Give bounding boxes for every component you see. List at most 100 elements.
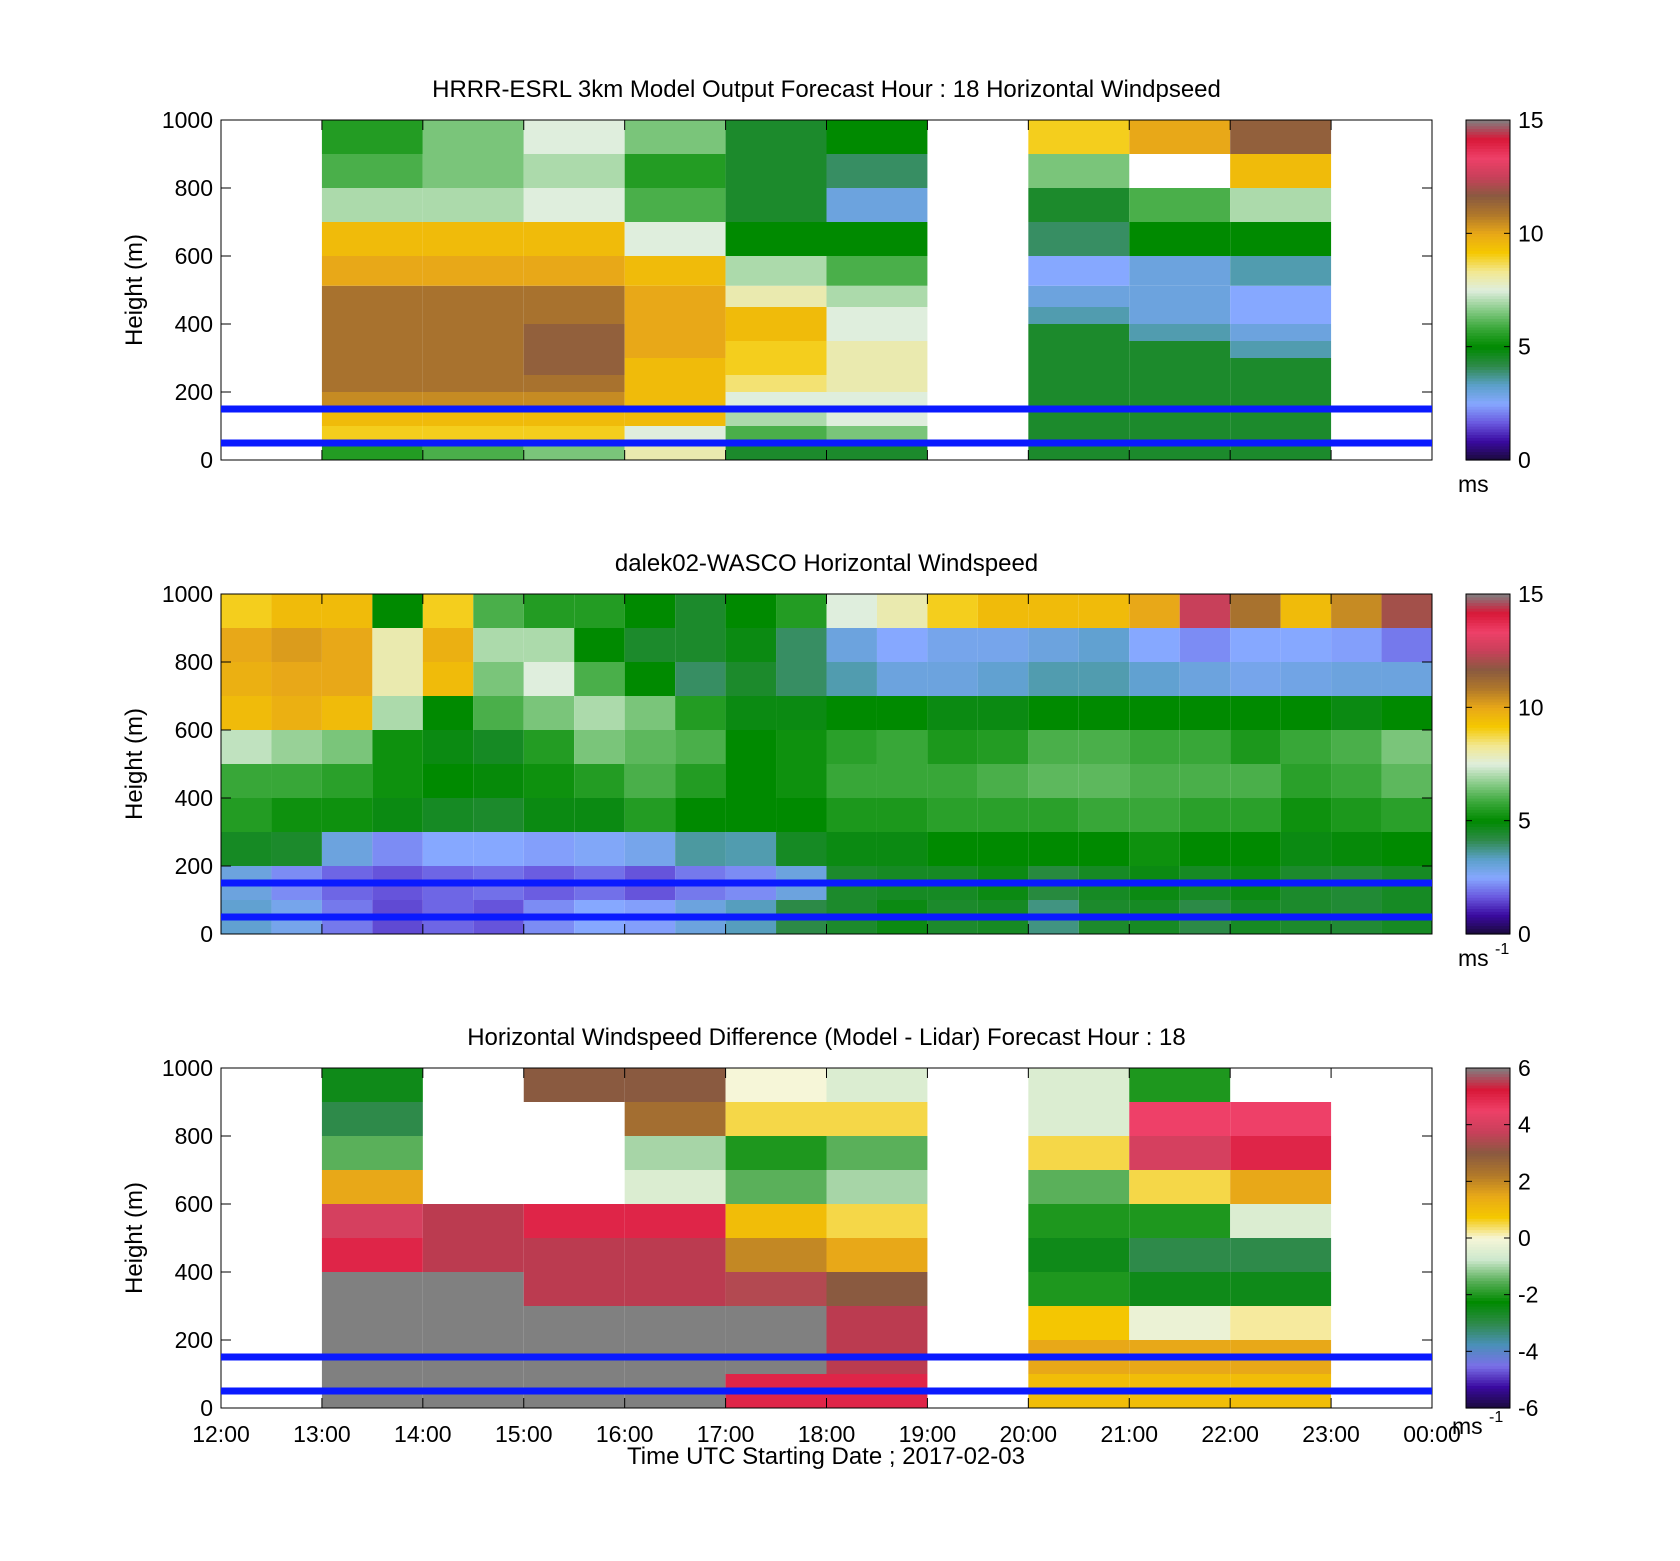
colorbar-segment [1466, 1382, 1510, 1386]
colorbar-segment [1466, 1294, 1510, 1299]
colorbar-segment [1466, 312, 1510, 317]
colorbar-segment [1466, 1116, 1510, 1120]
heatmap-cell [725, 764, 777, 798]
colorbar-segment [1466, 1184, 1510, 1188]
heatmap-cell [624, 1102, 726, 1136]
heatmap-cell [1028, 594, 1079, 628]
colorbar-segment [1466, 287, 1510, 291]
colorbar-segment [1466, 281, 1510, 285]
colorbar-segment [1466, 1119, 1510, 1123]
colorbar-segment [1466, 1229, 1510, 1233]
heatmap-cell [422, 409, 524, 426]
colorbar-segment [1466, 721, 1510, 725]
colorbar-segment [1466, 1308, 1510, 1313]
colorbar-segment [1466, 171, 1510, 175]
heatmap-cell [624, 594, 676, 628]
colorbar-segment [1466, 724, 1510, 728]
colorbar-segment [1466, 619, 1510, 623]
heatmap-cell [422, 375, 524, 392]
y-axis-label: Height (m) [121, 708, 148, 820]
colorbar-tick-label: 0 [1518, 921, 1531, 947]
colorbar-segment [1466, 681, 1510, 686]
heatmap-cell [1129, 628, 1180, 662]
heatmap-cell [1028, 1136, 1130, 1170]
heatmap-cell [826, 1272, 928, 1306]
heatmap-cell [574, 594, 625, 628]
heatmap-cell [1129, 1238, 1231, 1272]
heatmap-cell [776, 730, 827, 764]
colorbar-segment [1466, 264, 1510, 268]
colorbar-segment [1466, 125, 1510, 130]
heatmap-cell [1230, 392, 1332, 409]
heatmap-cell [725, 696, 777, 730]
heatmap-cell [321, 1238, 423, 1272]
colorbar-segment [1466, 236, 1510, 240]
colorbar-segment [1466, 372, 1510, 376]
heatmap-cell [372, 832, 423, 866]
colorbar-segment [1466, 891, 1510, 895]
colorbar-segment [1466, 1232, 1510, 1236]
heatmap-cell [725, 307, 827, 324]
heatmap-cell [876, 594, 928, 628]
colorbar-segment [1466, 1280, 1510, 1284]
colorbar-segment [1466, 284, 1510, 288]
heatmap-cell [1179, 662, 1231, 696]
colorbar-segment [1466, 188, 1510, 192]
heatmap-cell [574, 798, 625, 832]
heatmap-cell [725, 154, 827, 188]
colorbar-segment [1466, 1133, 1510, 1137]
heatmap-cell [876, 764, 928, 798]
heatmap-cell [927, 730, 978, 764]
heatmap-cell [826, 1238, 928, 1272]
heatmap-cell [1129, 222, 1231, 256]
heatmap-cell [1129, 285, 1231, 307]
colorbar-segment [1466, 145, 1510, 149]
colorbar-segment [1466, 216, 1510, 220]
colorbar-segment [1466, 885, 1510, 890]
heatmap-cell [1028, 188, 1130, 222]
colorbar-tick-label: 4 [1518, 1112, 1531, 1138]
colorbar-segment [1466, 1283, 1510, 1287]
heatmap-cell [1179, 764, 1231, 798]
heatmap-cell [826, 1068, 928, 1102]
colorbar-segment [1466, 1110, 1510, 1114]
heatmap-cell [1078, 764, 1130, 798]
heatmap-cell [523, 832, 575, 866]
colorbar-segment [1466, 659, 1510, 663]
heatmap-cell [1129, 256, 1231, 286]
colorbar-segment [1466, 406, 1510, 410]
colorbar-segment [1466, 809, 1510, 813]
heatmap-cell [1028, 375, 1130, 392]
colorbar-segment [1466, 1209, 1510, 1214]
heatmap-cell [473, 832, 524, 866]
heatmap-cell [271, 798, 322, 832]
heatmap-cell [221, 628, 272, 662]
heatmap-cell [624, 120, 726, 154]
heatmap-cell [523, 392, 625, 409]
heatmap-cell [1331, 730, 1382, 764]
colorbar-segment [1466, 309, 1510, 314]
heatmap-cell [826, 798, 877, 832]
colorbar-segment [1466, 1221, 1510, 1225]
heatmap-cell [321, 1102, 423, 1136]
colorbar-segment [1466, 247, 1510, 251]
heatmap-cells [321, 120, 1332, 460]
colorbar-segment [1466, 800, 1510, 805]
colorbar-segment [1466, 426, 1510, 430]
colorbar-segment [1466, 343, 1510, 348]
colorbar-segment [1466, 639, 1510, 643]
colorbar: 0 5 10 15 ms -1 [1458, 581, 1544, 971]
colorbar-segment [1466, 1342, 1510, 1347]
colorbar-segment [1466, 273, 1510, 277]
heatmap-cell [725, 1272, 827, 1306]
heatmap-cell [221, 696, 272, 730]
heatmap-cell [1028, 443, 1130, 460]
colorbar-segment [1466, 193, 1510, 198]
heatmap-cell [725, 324, 827, 341]
colorbar-unit: ms [1458, 471, 1489, 497]
colorbar-segment [1466, 877, 1510, 881]
colorbar-segment [1466, 1204, 1510, 1208]
colorbar-segment [1466, 1325, 1510, 1330]
colorbar-segment [1466, 366, 1510, 370]
heatmap-cell [624, 154, 726, 188]
